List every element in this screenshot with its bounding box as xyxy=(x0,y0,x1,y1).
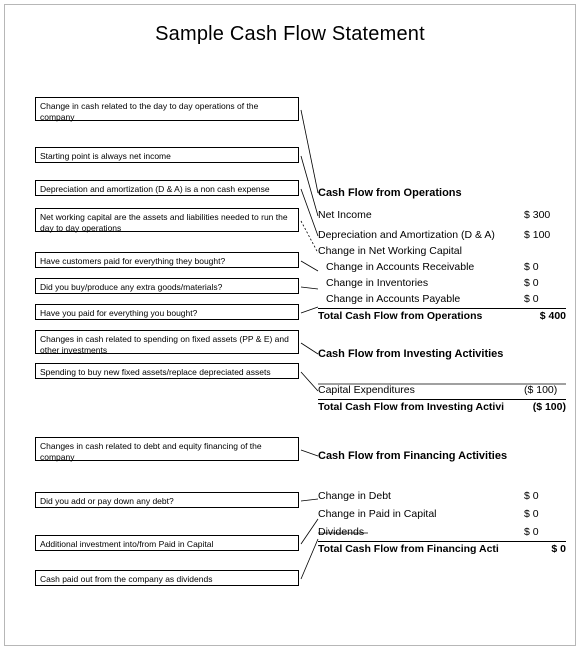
label-ops-total: Total Cash Flow from Operations xyxy=(318,310,482,322)
row-pic: Change in Paid in Capital $ 0 xyxy=(318,508,566,520)
value-ap: $ 0 xyxy=(524,293,566,305)
ops-header: Cash Flow from Operations xyxy=(318,187,566,199)
row-inv: Change in Inventories $ 0 xyxy=(318,277,566,289)
row-fin-total: Total Cash Flow from Financing Acti $ 0 xyxy=(318,541,566,555)
callout-ar: Have customers paid for everything they … xyxy=(35,252,299,268)
value-inv-total: ($ 100) xyxy=(533,401,566,413)
callout-investing: Changes in cash related to spending on f… xyxy=(35,330,299,354)
callout-pic: Additional investment into/from Paid in … xyxy=(35,535,299,551)
row-ops-total: Total Cash Flow from Operations $ 400 xyxy=(318,308,566,322)
row-net-income: Net Income $ 300 xyxy=(318,209,566,221)
label-div: Dividends xyxy=(318,526,364,538)
label-nwc: Change in Net Working Capital xyxy=(318,245,462,257)
label-da: Depreciation and Amortization (D & A) xyxy=(318,229,495,241)
value-ops-total: $ 400 xyxy=(540,310,566,322)
page-title: Sample Cash Flow Statement xyxy=(5,23,575,46)
section-operations: Cash Flow from Operations Net Income $ 3… xyxy=(318,187,566,322)
section-financing: Cash Flow from Financing Activities Chan… xyxy=(318,450,566,555)
label-debt: Change in Debt xyxy=(318,490,391,502)
value-ar: $ 0 xyxy=(524,261,566,273)
value-fin-total: $ 0 xyxy=(551,543,566,555)
callout-ap: Have you paid for everything you bought? xyxy=(35,304,299,320)
page-frame: Sample Cash Flow Statement Change in cas… xyxy=(4,4,576,646)
label-ar: Change in Accounts Receivable xyxy=(326,261,474,273)
row-debt: Change in Debt $ 0 xyxy=(318,490,566,502)
callout-financing: Changes in cash related to debt and equi… xyxy=(35,437,299,461)
callout-net-income: Starting point is always net income xyxy=(35,147,299,163)
inv-header: Cash Flow from Investing Activities xyxy=(318,348,566,360)
callout-ops-overview: Change in cash related to the day to day… xyxy=(35,97,299,121)
label-net-income: Net Income xyxy=(318,209,372,221)
label-inv-total: Total Cash Flow from Investing Activi xyxy=(318,401,504,413)
row-div: Dividends $ 0 xyxy=(318,526,566,538)
value-da: $ 100 xyxy=(524,229,566,241)
value-debt: $ 0 xyxy=(524,490,566,502)
label-inv: Change in Inventories xyxy=(326,277,428,289)
callout-dividends: Cash paid out from the company as divide… xyxy=(35,570,299,586)
row-inv-total: Total Cash Flow from Investing Activi ($… xyxy=(318,399,566,413)
row-nwc: Change in Net Working Capital xyxy=(318,245,566,257)
callout-capex: Spending to buy new fixed assets/replace… xyxy=(35,363,299,379)
callout-da: Depreciation and amortization (D & A) is… xyxy=(35,180,299,196)
row-ap: Change in Accounts Payable $ 0 xyxy=(318,293,566,305)
callout-nwc: Net working capital are the assets and l… xyxy=(35,208,299,232)
label-fin-total: Total Cash Flow from Financing Acti xyxy=(318,543,499,555)
label-capex: Capital Expenditures xyxy=(318,384,415,396)
fin-header: Cash Flow from Financing Activities xyxy=(318,450,566,462)
label-pic: Change in Paid in Capital xyxy=(318,508,437,520)
callout-inventory: Did you buy/produce any extra goods/mate… xyxy=(35,278,299,294)
callout-debt: Did you add or pay down any debt? xyxy=(35,492,299,508)
row-ar: Change in Accounts Receivable $ 0 xyxy=(318,261,566,273)
row-capex: Capital Expenditures ($ 100) xyxy=(318,384,566,396)
label-ap: Change in Accounts Payable xyxy=(326,293,460,305)
value-net-income: $ 300 xyxy=(524,209,566,221)
section-investing: Cash Flow from Investing Activities Capi… xyxy=(318,348,566,413)
row-da: Depreciation and Amortization (D & A) $ … xyxy=(318,229,566,241)
spacer xyxy=(524,245,566,257)
value-capex: ($ 100) xyxy=(524,384,566,396)
value-inv: $ 0 xyxy=(524,277,566,289)
value-div: $ 0 xyxy=(524,526,566,538)
value-pic: $ 0 xyxy=(524,508,566,520)
